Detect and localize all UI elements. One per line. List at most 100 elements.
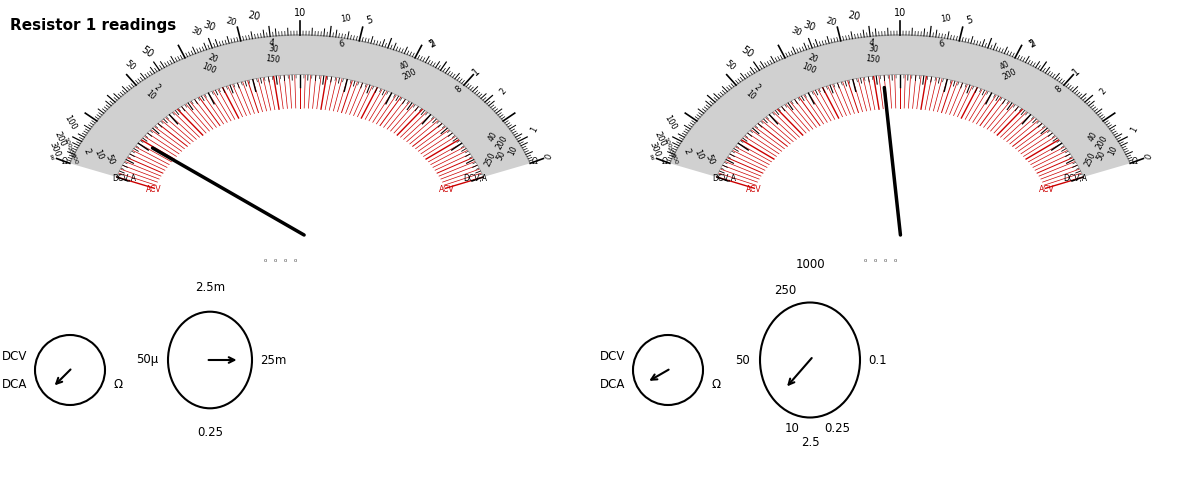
Text: 40
200: 40 200 <box>485 128 509 151</box>
Text: 0: 0 <box>544 153 554 160</box>
Text: 30: 30 <box>802 19 816 33</box>
Text: 20: 20 <box>226 17 238 28</box>
Text: 300: 300 <box>47 141 61 158</box>
Text: DCV,A: DCV,A <box>713 174 737 183</box>
Text: 100: 100 <box>662 113 678 132</box>
Text: 50: 50 <box>722 59 737 72</box>
Text: 20
100: 20 100 <box>800 52 822 75</box>
Text: 250: 250 <box>484 151 498 168</box>
Text: ∞: ∞ <box>646 152 656 161</box>
Text: 5: 5 <box>965 15 973 26</box>
Text: o: o <box>263 257 266 263</box>
Text: o: o <box>274 257 277 263</box>
Text: 2: 2 <box>1098 87 1108 96</box>
Text: 300: 300 <box>647 141 661 158</box>
Text: ACV: ACV <box>438 185 454 194</box>
Text: 10: 10 <box>894 8 906 18</box>
Text: DCA: DCA <box>1 377 28 391</box>
Text: 20: 20 <box>847 10 860 22</box>
Text: Ω: Ω <box>1132 157 1138 166</box>
Text: 10: 10 <box>294 8 306 18</box>
Text: 50: 50 <box>703 153 716 166</box>
Polygon shape <box>70 35 530 177</box>
Text: Ω: Ω <box>62 157 68 166</box>
Text: 2
10: 2 10 <box>744 81 763 102</box>
Text: 50: 50 <box>739 45 755 60</box>
Text: DCV: DCV <box>1 349 28 362</box>
Text: o: o <box>883 257 887 263</box>
Text: o: o <box>874 257 877 263</box>
Text: 2.5m: 2.5m <box>194 281 226 294</box>
Text: 4: 4 <box>868 37 875 47</box>
Text: 0.25: 0.25 <box>824 422 851 435</box>
Text: 50: 50 <box>736 353 750 367</box>
Text: 40
200: 40 200 <box>1085 128 1109 151</box>
Polygon shape <box>116 75 484 188</box>
Text: o: o <box>293 257 296 263</box>
Text: 2: 2 <box>1027 38 1038 50</box>
Text: 250: 250 <box>774 285 796 298</box>
Text: 10: 10 <box>340 13 352 24</box>
Text: ∞: ∞ <box>46 152 56 161</box>
Text: 10: 10 <box>506 144 520 157</box>
Text: 20
100: 20 100 <box>200 52 222 75</box>
Text: Resistor 1 readings: Resistor 1 readings <box>10 18 176 33</box>
Text: 25m: 25m <box>260 353 287 367</box>
Text: ACV: ACV <box>1038 185 1054 194</box>
Text: 30: 30 <box>190 26 203 38</box>
Text: 10: 10 <box>92 148 104 162</box>
Text: 50: 50 <box>139 45 155 60</box>
Text: 100: 100 <box>662 136 672 149</box>
Text: 2: 2 <box>82 147 92 155</box>
Text: 40
200: 40 200 <box>396 58 418 82</box>
Text: 30
150: 30 150 <box>864 44 881 65</box>
Text: 300: 300 <box>670 153 678 166</box>
Text: 10: 10 <box>1106 144 1120 157</box>
Text: 1: 1 <box>1070 66 1081 77</box>
Text: 200: 200 <box>65 145 74 158</box>
Text: o: o <box>863 257 866 263</box>
Text: 8: 8 <box>454 84 464 95</box>
Text: 30: 30 <box>202 19 216 33</box>
Text: 50: 50 <box>103 153 116 166</box>
Text: 6: 6 <box>338 39 344 49</box>
Text: 300: 300 <box>70 153 78 166</box>
Text: 50: 50 <box>1096 149 1108 161</box>
Text: DCV,A: DCV,A <box>1063 174 1087 183</box>
Text: 200: 200 <box>665 145 674 158</box>
Text: 0.1: 0.1 <box>868 353 887 367</box>
Text: 1: 1 <box>470 66 481 77</box>
Text: DCV,A: DCV,A <box>463 174 487 183</box>
Text: ACV: ACV <box>146 185 162 194</box>
Text: 50: 50 <box>496 149 508 161</box>
Text: 0.25: 0.25 <box>197 426 223 439</box>
Text: 0: 0 <box>1144 153 1154 160</box>
Text: 30
150: 30 150 <box>264 44 281 65</box>
Text: o: o <box>283 257 287 263</box>
Text: 5: 5 <box>365 15 373 26</box>
Text: Ω: Ω <box>532 157 538 166</box>
Text: Ω: Ω <box>113 377 122 391</box>
Text: 1: 1 <box>529 125 539 133</box>
Text: 20: 20 <box>247 10 260 22</box>
Text: DCV: DCV <box>600 349 625 362</box>
Text: Ω: Ω <box>662 157 668 166</box>
Text: 4: 4 <box>268 37 275 47</box>
Text: 2: 2 <box>498 87 508 96</box>
Text: 200: 200 <box>53 130 67 148</box>
Text: 10: 10 <box>785 422 800 435</box>
Text: o: o <box>893 257 896 263</box>
Text: 8: 8 <box>1054 84 1064 95</box>
Text: DCA: DCA <box>600 377 625 391</box>
Text: 50: 50 <box>122 59 137 72</box>
Text: 5: 5 <box>1028 38 1037 49</box>
Text: Ω: Ω <box>710 377 720 391</box>
Polygon shape <box>670 35 1130 177</box>
Text: ACV: ACV <box>746 185 762 194</box>
Text: 30: 30 <box>790 26 803 38</box>
Text: 250: 250 <box>1084 151 1098 168</box>
Text: 2: 2 <box>682 147 692 155</box>
Text: 20: 20 <box>826 17 838 28</box>
Text: 10: 10 <box>940 13 952 24</box>
Text: DCV,A: DCV,A <box>113 174 137 183</box>
